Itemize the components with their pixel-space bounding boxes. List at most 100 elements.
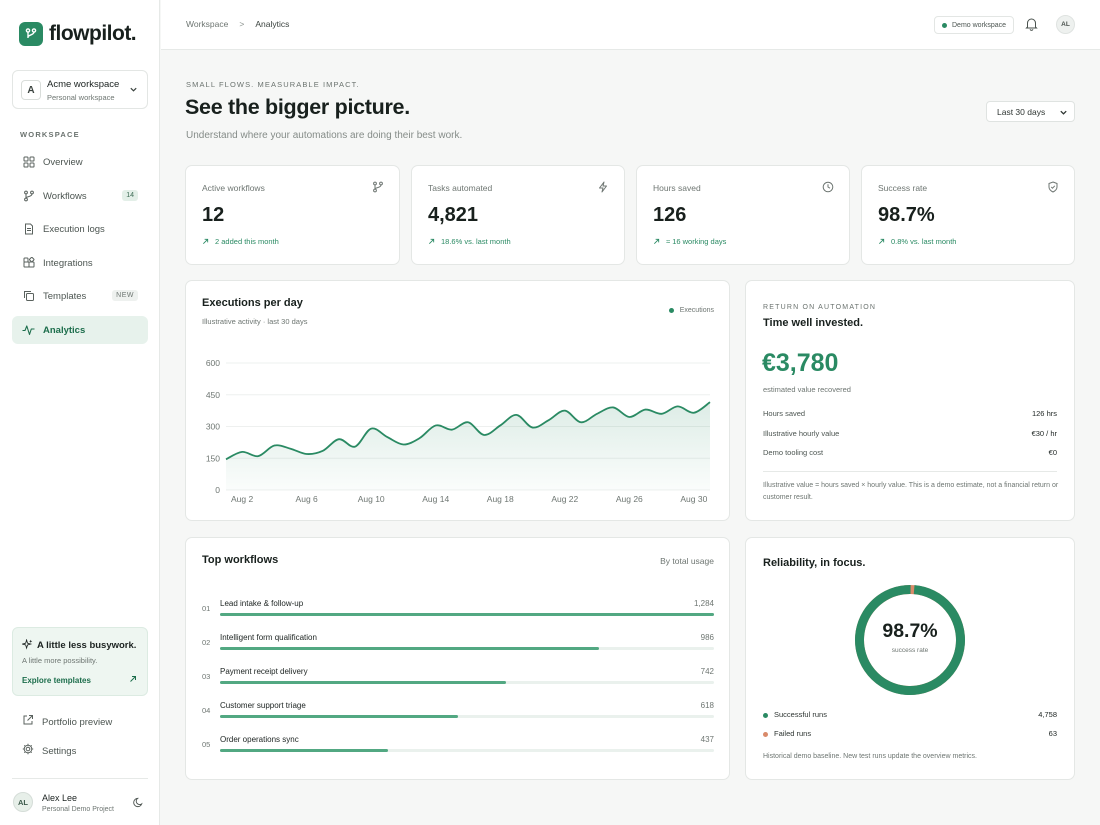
usage-bar-track xyxy=(220,715,714,718)
roi-title: Time well invested. xyxy=(763,317,864,329)
data-point[interactable] xyxy=(625,413,633,421)
data-point[interactable] xyxy=(351,443,359,451)
stat-trend-text: 18.6% vs. last month xyxy=(441,237,511,246)
stat-label: Success rate xyxy=(878,183,928,193)
date-range-value: Last 30 days xyxy=(997,106,1046,117)
stat-label: Active workflows xyxy=(202,183,265,193)
data-point[interactable] xyxy=(674,402,682,410)
date-range-select[interactable]: Last 30 days xyxy=(986,101,1075,122)
data-point[interactable] xyxy=(367,425,375,433)
table-row[interactable]: 02 Intelligent form qualification 986 xyxy=(202,633,714,665)
breadcrumb-separator: > xyxy=(239,19,245,29)
reliability-row-failed: Failed runs 63 xyxy=(763,729,1057,741)
roi-eyebrow: RETURN ON AUTOMATION xyxy=(763,304,877,311)
arrow-up-right-icon[interactable] xyxy=(129,675,137,683)
data-point[interactable] xyxy=(399,440,407,448)
data-point[interactable] xyxy=(577,418,585,426)
data-point[interactable] xyxy=(706,398,714,406)
data-point[interactable] xyxy=(641,406,649,414)
stat-trend-text: 2 added this month xyxy=(215,237,279,246)
sidebar-item-integrations[interactable]: Integrations xyxy=(12,249,148,277)
table-row[interactable]: 04 Customer support triage 618 xyxy=(202,701,714,733)
data-point[interactable] xyxy=(609,403,617,411)
moon-icon[interactable] xyxy=(133,797,144,808)
data-point[interactable] xyxy=(512,411,520,419)
legend-label: Executions xyxy=(679,307,714,314)
usage-bar-track xyxy=(220,749,714,752)
settings-link[interactable]: Settings xyxy=(12,739,148,763)
data-point[interactable] xyxy=(496,421,504,429)
data-point[interactable] xyxy=(432,421,440,429)
sidebar-item-label: Analytics xyxy=(43,324,86,336)
avatar[interactable]: AL xyxy=(1056,15,1075,34)
stat-trend: 18.6% vs. last month xyxy=(428,237,511,246)
user-profile[interactable]: AL Alex Lee Personal Demo Project xyxy=(12,778,148,825)
data-point[interactable] xyxy=(448,426,456,434)
data-point[interactable] xyxy=(561,407,569,415)
table-row[interactable]: 03 Payment receipt delivery 742 xyxy=(202,667,714,699)
workflow-rank: 02 xyxy=(202,638,211,647)
portfolio-preview-link[interactable]: Portfolio preview xyxy=(12,710,148,734)
data-point[interactable] xyxy=(303,450,311,458)
y-tick-label: 450 xyxy=(206,390,220,400)
sidebar-item-workflows[interactable]: Workflows 14 xyxy=(12,182,148,210)
usage-bar-track xyxy=(220,647,714,650)
data-point[interactable] xyxy=(416,434,424,442)
executions-chart-card: Executions per day Illustrative activity… xyxy=(185,280,730,521)
data-point[interactable] xyxy=(287,445,295,453)
top-workflows-card: Top workflows By total usage 01 Lead inta… xyxy=(185,537,730,780)
breadcrumb-workspace[interactable]: Workspace xyxy=(186,19,229,29)
workflow-rank: 04 xyxy=(202,706,211,715)
stat-card-active-workflows: Active workflows 12 2 added this month xyxy=(185,165,400,265)
data-point[interactable] xyxy=(545,416,553,424)
legend-dot-icon xyxy=(668,308,674,313)
workflow-name: Payment receipt delivery xyxy=(220,667,308,676)
bell-icon[interactable] xyxy=(1025,17,1038,31)
promo-card: A little less busywork. A little more po… xyxy=(12,627,148,696)
stat-trend: 0.8% vs. last month xyxy=(878,237,956,246)
table-row[interactable]: 05 Order operations sync 437 xyxy=(202,735,714,767)
roi-row-hourly-value: Illustrative hourly value €30 / hr xyxy=(763,429,1057,441)
breadcrumb: Workspace > Analytics xyxy=(186,19,289,29)
sidebar-item-analytics[interactable]: Analytics xyxy=(12,316,148,344)
data-point[interactable] xyxy=(529,424,537,432)
data-point[interactable] xyxy=(270,442,278,450)
logo[interactable]: flowpilot. xyxy=(19,22,137,46)
shield-icon xyxy=(1048,181,1058,193)
data-point[interactable] xyxy=(690,409,698,417)
arrow-up-right-icon xyxy=(203,238,209,244)
status-dot-icon xyxy=(763,732,768,737)
page-eyebrow: SMALL FLOWS. MEASURABLE IMPACT. xyxy=(186,80,360,89)
status-dot-icon xyxy=(942,22,947,28)
explore-templates-link[interactable]: Explore templates xyxy=(22,676,91,685)
data-point[interactable] xyxy=(319,447,327,455)
sidebar-item-execution-logs[interactable]: Execution logs xyxy=(12,215,148,243)
table-row[interactable]: 01 Lead intake & follow-up 1,284 xyxy=(202,599,714,631)
data-point[interactable] xyxy=(383,433,391,441)
reliability-row-successful: Successful runs 4,758 xyxy=(763,710,1057,722)
workspace-name: Acme workspace xyxy=(47,79,120,90)
y-tick-label: 300 xyxy=(206,422,220,432)
data-point[interactable] xyxy=(464,418,472,426)
data-point[interactable] xyxy=(480,431,488,439)
sidebar-item-templates[interactable]: Templates NEW xyxy=(12,282,148,310)
data-point[interactable] xyxy=(335,435,343,443)
data-point[interactable] xyxy=(238,448,246,456)
sidebar-item-overview[interactable]: Overview xyxy=(12,148,148,176)
data-point[interactable] xyxy=(658,410,666,418)
usage-bar-fill xyxy=(220,715,458,718)
reliability-row-value: 63 xyxy=(1048,729,1057,738)
data-point[interactable] xyxy=(222,455,230,463)
divider xyxy=(763,471,1057,472)
workspace-switcher[interactable]: A Acme workspace Personal workspace xyxy=(12,70,148,109)
x-tick-label: Aug 14 xyxy=(422,494,449,504)
chart-title: Executions per day xyxy=(202,297,303,309)
sidebar-item-label: Overview xyxy=(43,156,83,168)
data-point[interactable] xyxy=(593,410,601,418)
y-tick-label: 600 xyxy=(206,358,220,368)
executions-chart: 0 150 300 450 600 Aug 2 Aug 6 Aug 10 Aug 14 Aug 1… xyxy=(206,358,714,504)
series-area-executions xyxy=(226,402,710,490)
reliability-note: Historical demo baseline. New test runs … xyxy=(763,753,977,760)
success-rate-donut xyxy=(855,585,965,695)
data-point[interactable] xyxy=(254,452,262,460)
